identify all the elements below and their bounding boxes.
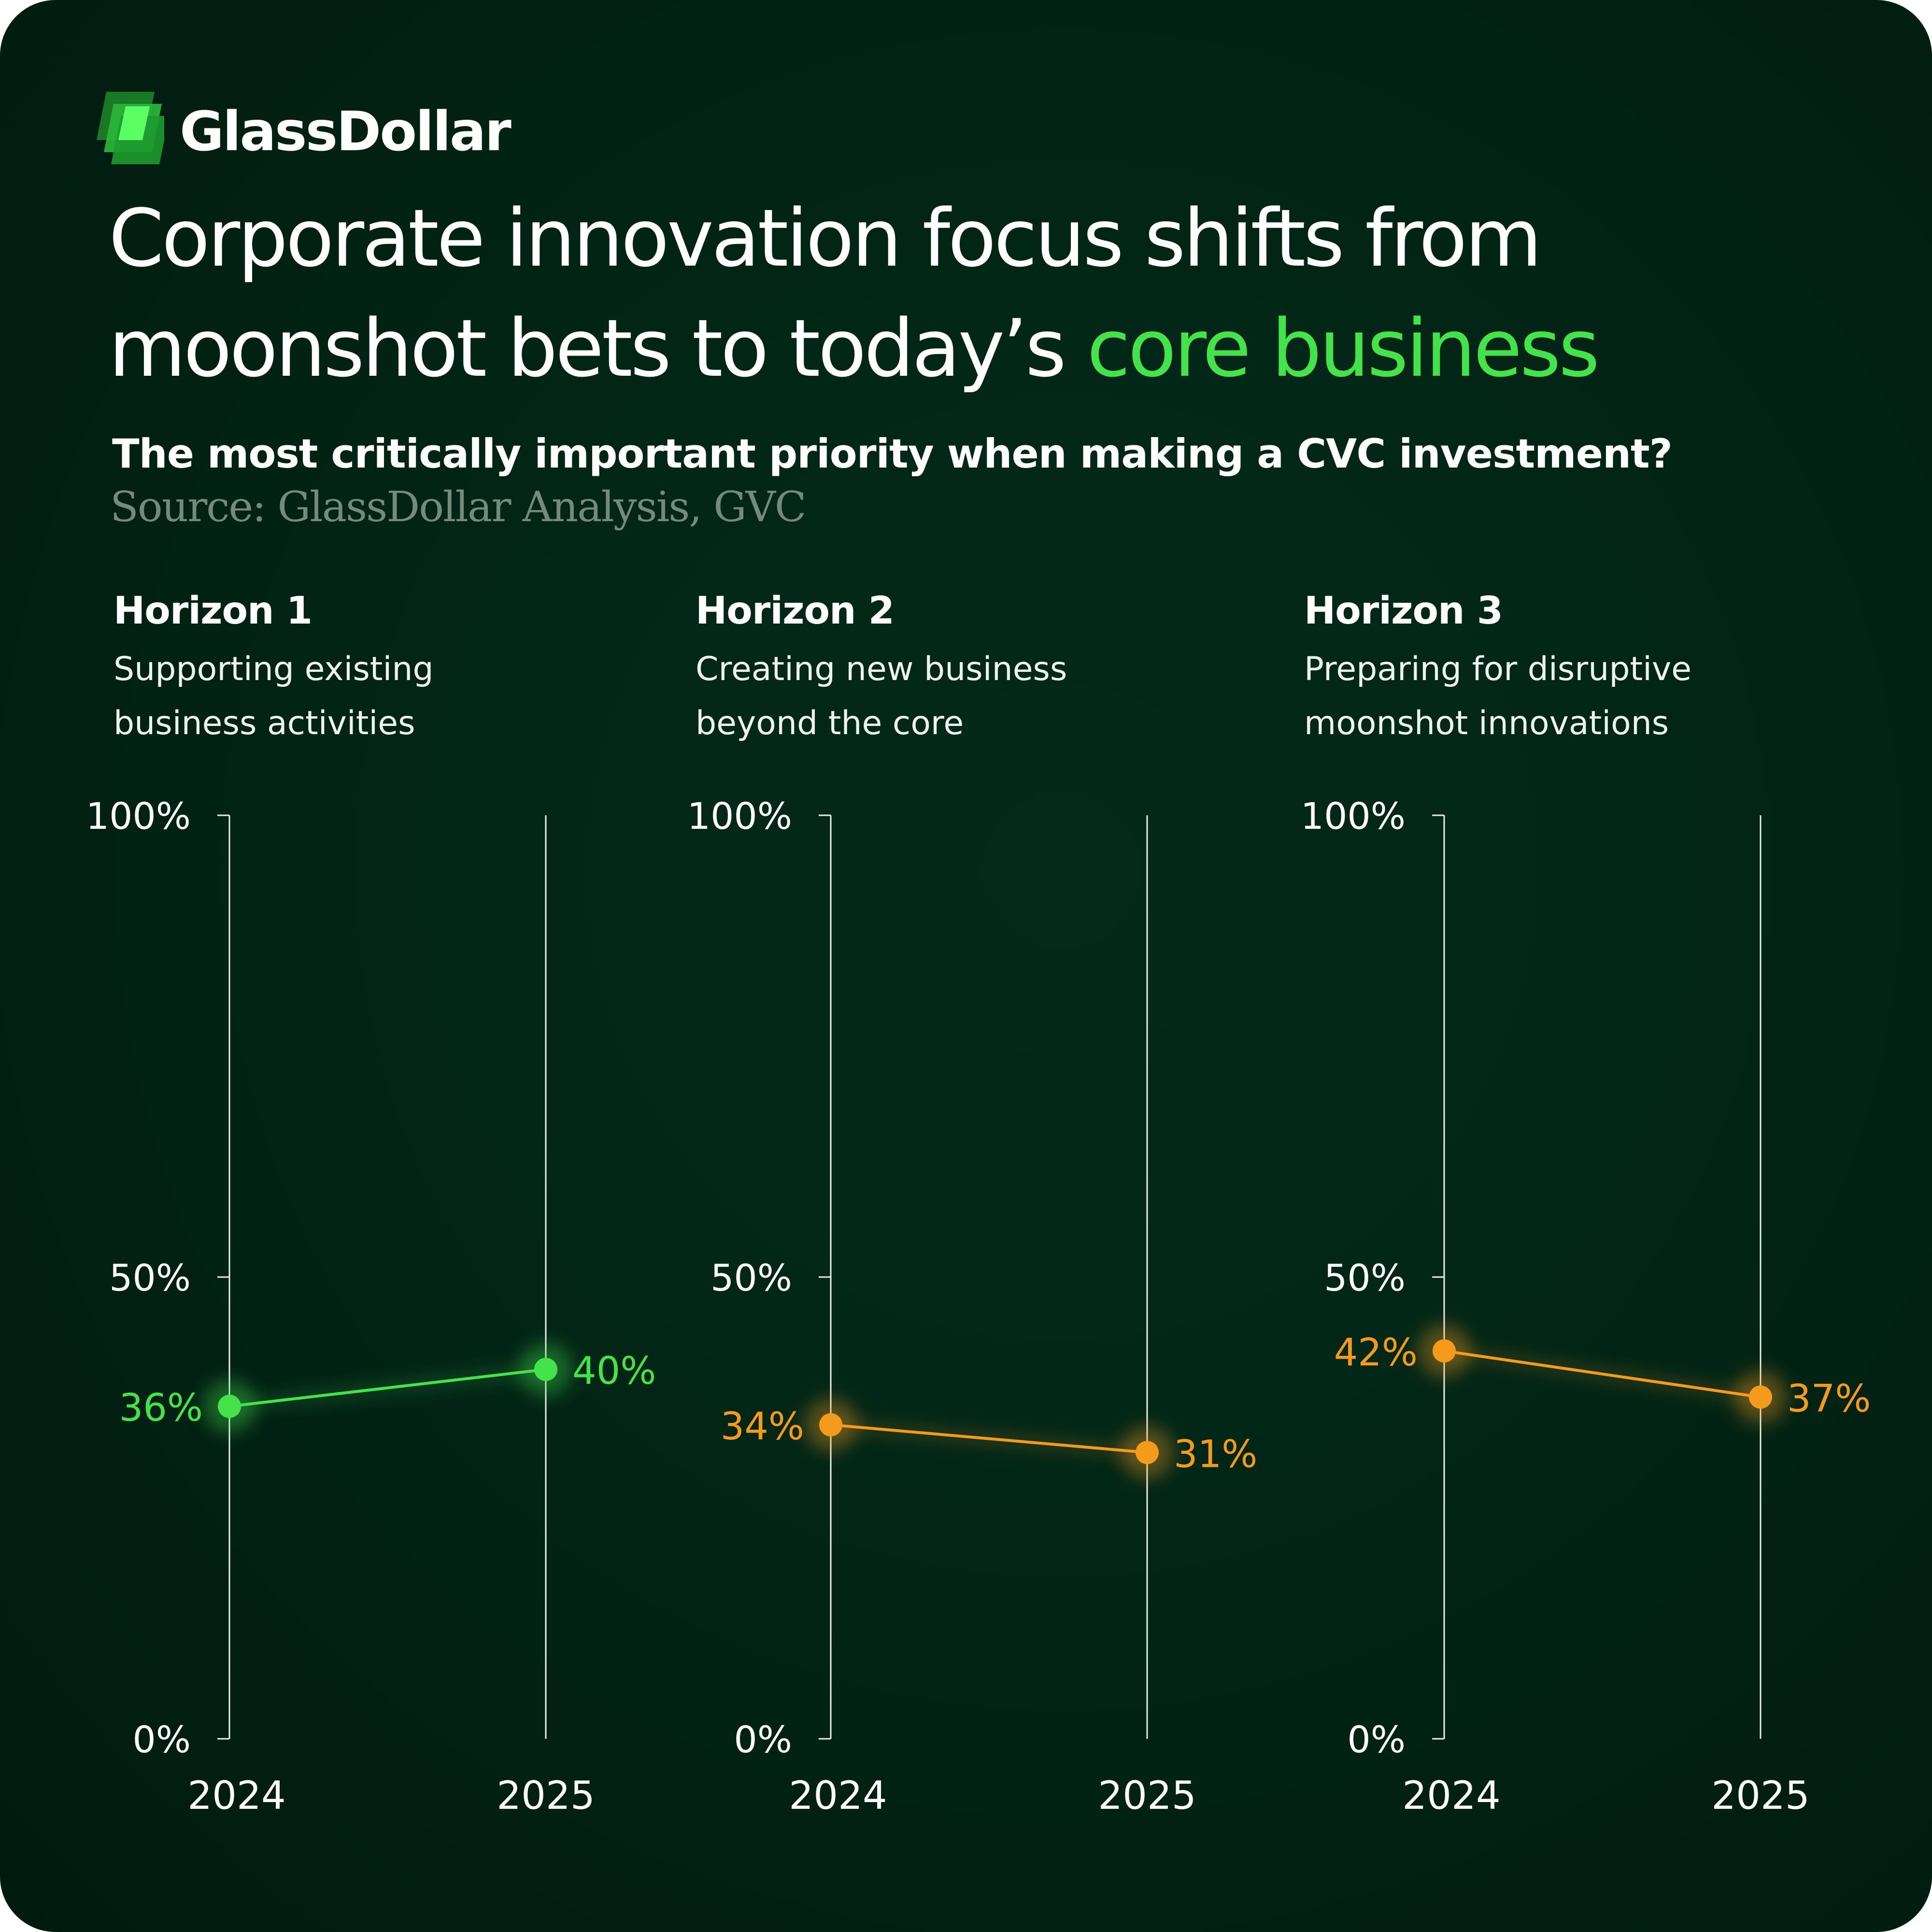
- horizon-3-data-point: [1749, 1385, 1772, 1409]
- horizon-2-ytick-label: 0%: [734, 1718, 792, 1761]
- horizon-2-ytick-label: 100%: [687, 795, 792, 838]
- horizon-3-desc-line-1: Preparing for disruptive: [1304, 650, 1692, 688]
- horizon-2-value-label: 34%: [721, 1405, 804, 1449]
- horizon-1-value-label: 40%: [572, 1350, 656, 1393]
- horizon-2-data-point: [1136, 1441, 1159, 1464]
- source-note: Source: GlassDollar Analysis, GVC: [110, 483, 807, 531]
- headline: Corporate innovation focus shifts from m…: [109, 184, 1905, 404]
- horizon-1-data-point: [218, 1394, 241, 1418]
- brand-name: GlassDollar: [180, 100, 511, 163]
- horizon-2-description: Creating new business beyond the core: [696, 642, 1130, 751]
- horizon-1-desc-line-2: business activities: [114, 704, 415, 742]
- horizon-3-series-line: [1444, 1349, 1761, 1399]
- horizon-1-description: Supporting existing business activities: [114, 642, 548, 751]
- horizon-3-ytick-label: 100%: [1301, 795, 1406, 838]
- horizon-3-value-label: 42%: [1334, 1331, 1418, 1375]
- horizon-2-ytick-label: 50%: [710, 1256, 792, 1299]
- horizon-2-xlabel: 2025: [1098, 1773, 1196, 1818]
- horizon-2-series-line: [830, 1423, 1148, 1454]
- horizon-3-desc-line-2: moonshot innovations: [1304, 704, 1669, 742]
- headline-line-2: moonshot bets to today’s: [109, 302, 1087, 395]
- horizon-3-ytick-label: 0%: [1347, 1718, 1406, 1761]
- horizon-1-data-point: [534, 1358, 557, 1381]
- horizon-1-ytick-label: 0%: [132, 1718, 191, 1761]
- horizon-3-title: Horizon 3: [1304, 589, 1503, 633]
- horizon-3-ytick-label: 50%: [1324, 1256, 1406, 1299]
- horizon-1-title: Horizon 1: [114, 589, 313, 633]
- horizon-1-xlabel: 2024: [187, 1773, 286, 1818]
- horizon-1-value-label: 36%: [119, 1387, 203, 1430]
- horizon-2-xlabel: 2024: [789, 1773, 887, 1818]
- headline-line-1: Corporate innovation focus shifts from: [109, 192, 1542, 284]
- horizon-1-xlabel: 2025: [497, 1773, 595, 1818]
- horizon-2-desc-line-2: beyond the core: [696, 704, 964, 742]
- horizon-2-value-label: 31%: [1174, 1433, 1257, 1476]
- horizon-2-desc-line-1: Creating new business: [696, 650, 1067, 688]
- horizon-2-data-point: [819, 1413, 842, 1436]
- horizon-1-desc-line-1: Supporting existing: [114, 650, 434, 688]
- horizon-1-ytick-label: 100%: [86, 795, 191, 838]
- horizon-3-xlabel: 2025: [1711, 1773, 1810, 1818]
- horizon-1-series-line: [229, 1368, 546, 1408]
- horizon-3-data-point: [1433, 1339, 1456, 1363]
- horizon-2-title: Horizon 2: [696, 589, 895, 633]
- horizon-3-xlabel: 2024: [1402, 1773, 1501, 1818]
- subtitle: The most critically important priority w…: [112, 430, 1673, 477]
- headline-highlight: core business: [1087, 302, 1600, 395]
- horizon-3-value-label: 37%: [1787, 1378, 1871, 1421]
- horizon-1-ytick-label: 50%: [109, 1256, 191, 1299]
- horizon-3-description: Preparing for disruptive moonshot innova…: [1304, 642, 1739, 751]
- stacked-green-squares-icon: [97, 92, 164, 164]
